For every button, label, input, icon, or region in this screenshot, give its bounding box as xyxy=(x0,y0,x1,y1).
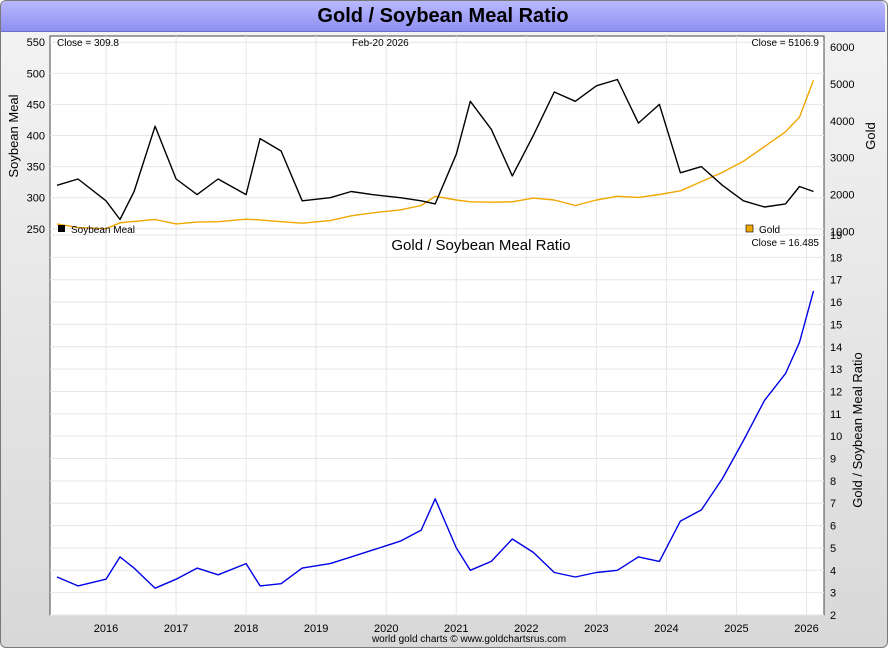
y-tick-label-gold: 1000 xyxy=(830,226,854,238)
x-tick-label: 2023 xyxy=(584,623,608,635)
y-tick-label-ratio: 17 xyxy=(830,275,842,287)
y-tick-label-ratio: 4 xyxy=(830,565,836,577)
left-axis-title: Soybean Meal xyxy=(6,94,21,177)
y-tick-label-ratio: 10 xyxy=(830,431,842,443)
y-tick-label-ratio: 15 xyxy=(830,319,842,331)
y-tick-label-ratio: 13 xyxy=(830,364,842,376)
tick-labels: 2016 2017 2018 2019 2020 2021 2022 2023 2024 2025… xyxy=(27,37,855,635)
y-tick-label-soybean: 400 xyxy=(27,131,45,143)
y-tick-label-ratio: 6 xyxy=(830,521,836,533)
y-tick-label-gold: 2000 xyxy=(830,189,854,201)
y-tick-label-gold: 3000 xyxy=(830,153,854,165)
ratio-close-label: Close = 16.485 xyxy=(751,238,819,249)
y-tick-label-ratio: 7 xyxy=(830,498,836,510)
x-tick-label: 2022 xyxy=(514,623,538,635)
legend-label-gold: Gold xyxy=(759,225,780,236)
legend-swatch-gold xyxy=(745,224,754,233)
date-label: Feb-20 2026 xyxy=(352,38,409,49)
bottom-panel xyxy=(49,234,825,616)
y-tick-label-ratio: 12 xyxy=(830,386,842,398)
y-tick-label-soybean: 300 xyxy=(27,193,45,205)
y-tick-label-ratio: 16 xyxy=(830,297,842,309)
y-tick-label-soybean: 550 xyxy=(27,37,45,49)
footer-credit: world gold charts © www.goldchartsrus.co… xyxy=(371,634,566,645)
soybean-close-label: Close = 309.8 xyxy=(57,38,119,49)
grid-lines xyxy=(50,36,824,616)
y-tick-label-soybean: 500 xyxy=(27,68,45,80)
gold-close-label: Close = 5106.9 xyxy=(751,38,819,49)
y-tick-label-ratio: 8 xyxy=(830,476,836,488)
x-tick-label: 2018 xyxy=(234,623,258,635)
y-tick-label-ratio: 14 xyxy=(830,342,842,354)
y-tick-label-ratio: 3 xyxy=(830,588,836,600)
y-tick-label-gold: 6000 xyxy=(830,42,854,54)
x-tick-label: 2025 xyxy=(724,623,748,635)
right-axis-title-gold: Gold xyxy=(863,122,878,149)
y-tick-label-soybean: 350 xyxy=(27,162,45,174)
ratio-line xyxy=(56,290,815,589)
x-tick-label: 2017 xyxy=(164,623,188,635)
x-tick-label: 2024 xyxy=(654,623,678,635)
y-tick-label-ratio: 9 xyxy=(830,454,836,466)
right-axis-title-ratio: Gold / Soybean Meal Ratio xyxy=(850,352,865,507)
y-tick-label-ratio: 11 xyxy=(830,409,841,421)
x-tick-label: 2016 xyxy=(94,623,118,635)
y-tick-label-ratio: 5 xyxy=(830,543,836,555)
ratio-panel-title: Gold / Soybean Meal Ratio xyxy=(391,237,570,254)
x-tick-label: 2021 xyxy=(444,623,468,635)
legend-swatch-soybean xyxy=(58,225,65,232)
y-tick-label-ratio: 19 xyxy=(830,230,842,242)
soybean-meal-line xyxy=(56,78,814,221)
x-tick-label: 2026 xyxy=(794,623,818,635)
y-tick-label-ratio: 18 xyxy=(830,252,842,264)
legend-label-soybean: Soybean Meal xyxy=(71,225,135,236)
x-tick-label: 2019 xyxy=(304,623,328,635)
y-tick-label-ratio: 2 xyxy=(830,610,836,622)
y-tick-label-soybean: 450 xyxy=(27,99,45,111)
gold-line xyxy=(56,79,815,230)
chart-title: Gold / Soybean Meal Ratio xyxy=(1,1,885,32)
y-tick-label-gold: 4000 xyxy=(830,116,854,128)
x-tick-label: 2020 xyxy=(374,623,398,635)
series-layer xyxy=(56,78,815,589)
y-tick-label-gold: 5000 xyxy=(830,79,854,91)
y-tick-label-soybean: 250 xyxy=(27,224,45,236)
